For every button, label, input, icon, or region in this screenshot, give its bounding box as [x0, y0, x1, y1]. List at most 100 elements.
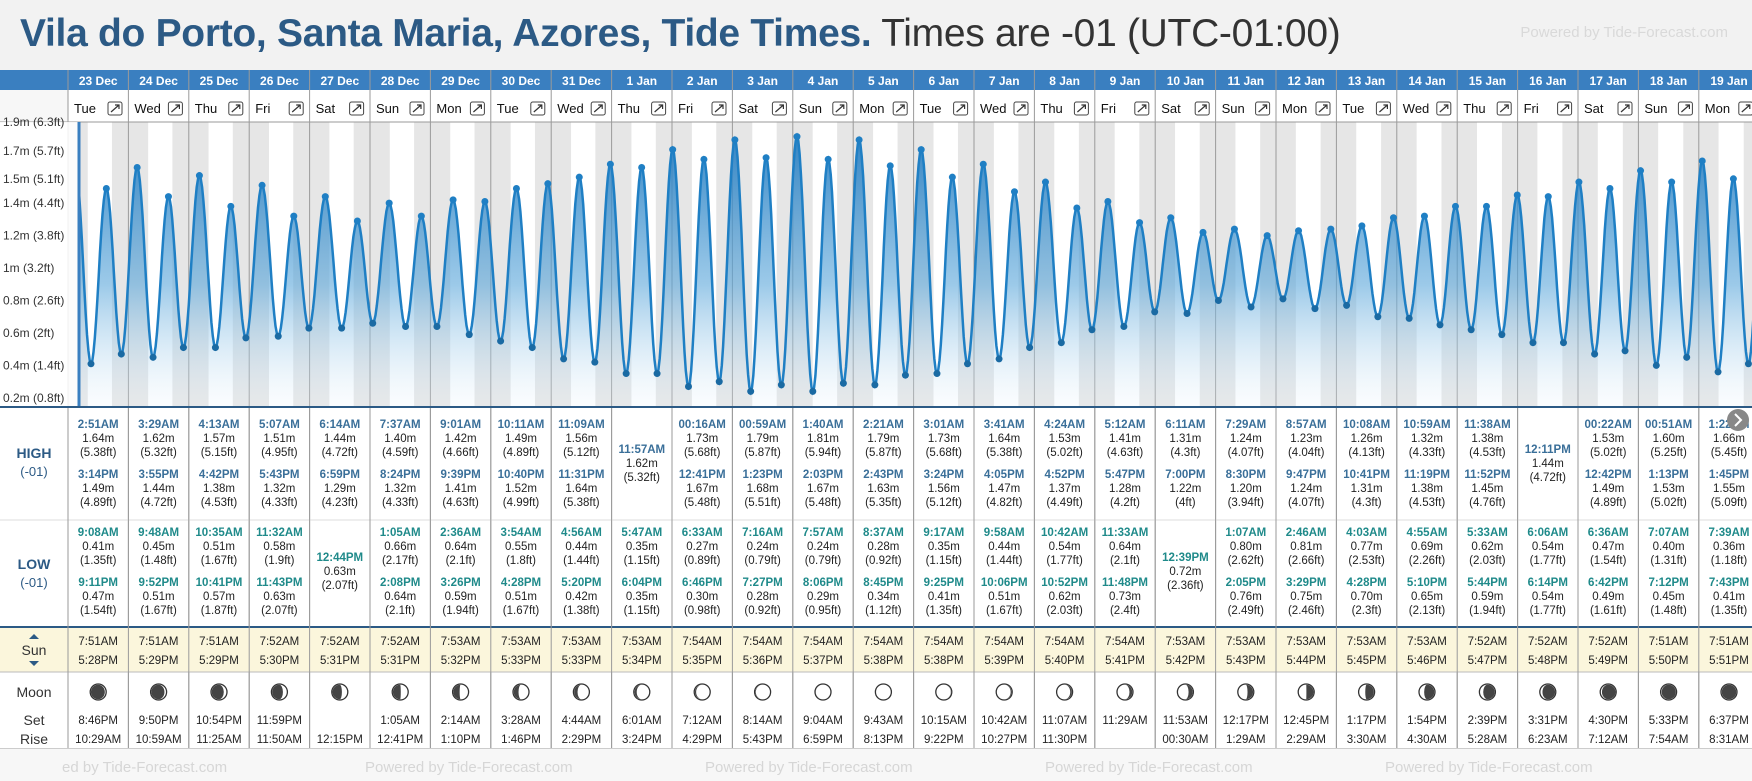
expand-day-icon[interactable] — [771, 101, 787, 116]
low-tide-height-ft: (1.94ft) — [442, 605, 479, 617]
expand-day-icon[interactable] — [1677, 101, 1693, 116]
high-tide-point — [731, 136, 739, 144]
high-tide-point — [1389, 214, 1397, 222]
expand-day-icon[interactable] — [1255, 101, 1271, 116]
day-weekday-label: Wed — [1403, 101, 1430, 116]
expand-day-icon[interactable] — [288, 101, 304, 116]
tide-chart: 23 Dec Tue 24 Dec Wed 25 Dec Thu 26 Dec Fri 27 D… — [0, 70, 1752, 748]
high-tide-point — [793, 133, 801, 141]
moonset-time: 11:29AM — [1102, 715, 1147, 727]
expand-day-icon[interactable] — [469, 101, 485, 116]
low-tide-time: 2:08PM — [380, 577, 420, 589]
expand-day-icon[interactable] — [953, 101, 969, 116]
high-tide-height-m: 1.22m — [1169, 483, 1201, 495]
high-tide-height-ft: (4.13ft) — [1348, 447, 1385, 459]
expand-day-icon[interactable] — [892, 101, 908, 116]
expand-day-icon[interactable] — [1013, 101, 1029, 116]
expand-day-icon[interactable] — [651, 101, 667, 116]
high-tide-time: 11:09AM — [558, 419, 605, 431]
high-tide-point — [948, 173, 956, 181]
expand-day-icon[interactable] — [1557, 101, 1573, 116]
low-tide-time: 6:33AM — [682, 527, 723, 539]
high-tide-height-m: 1.40m — [384, 433, 416, 445]
expand-day-icon[interactable] — [167, 101, 183, 116]
low-tide-time: 12:44PM — [316, 552, 363, 564]
moon-phase-icon — [210, 683, 228, 701]
expand-day-icon[interactable] — [1315, 101, 1331, 116]
expand-day-icon[interactable] — [1375, 101, 1391, 116]
low-tide-time: 10:42AM — [1041, 527, 1088, 539]
day-date-label: 19 Jan — [1710, 74, 1747, 88]
expand-day-icon[interactable] — [228, 101, 244, 116]
high-tide-height-m: 1.52m — [505, 483, 537, 495]
low-tide-height-ft: (1.8ft) — [506, 555, 536, 567]
low-tide-point — [1498, 331, 1506, 339]
moon-phase-icon — [1055, 683, 1074, 701]
moon-shadow — [1601, 684, 1616, 700]
low-tide-time: 1:07AM — [1225, 527, 1266, 539]
day-date-label: 6 Jan — [928, 74, 959, 88]
expand-day-icon[interactable] — [711, 101, 727, 116]
sunset-time: 5:38PM — [924, 655, 964, 667]
high-tide-point — [102, 185, 110, 193]
moon-shadow — [1185, 684, 1193, 700]
moon-phase-icon — [1539, 683, 1557, 701]
expand-day-icon[interactable] — [590, 101, 606, 116]
moon-shadow — [1483, 684, 1495, 700]
powered-by-top[interactable]: Powered by Tide-Forecast.com — [1520, 24, 1728, 41]
expand-day-icon[interactable] — [1617, 101, 1633, 116]
expand-day-icon[interactable] — [409, 101, 425, 116]
low-tide-height-ft: (2.4ft) — [1110, 605, 1140, 617]
moonrise-time: 2:29PM — [562, 734, 602, 746]
scroll-right-button[interactable] — [1727, 409, 1749, 431]
expand-icon-arrow — [171, 104, 180, 113]
sunrise-time: 7:54AM — [924, 636, 964, 648]
expand-day-icon[interactable] — [832, 101, 848, 116]
high-tide-point — [385, 199, 393, 207]
moonrise-time: 4:29PM — [682, 734, 722, 746]
expand-icon-arrow — [291, 104, 301, 113]
low-tide-height-ft: (0.92ft) — [744, 605, 781, 617]
high-tide-height-ft: (5.32ft) — [624, 472, 661, 484]
high-tide-time: 11:38AM — [1464, 419, 1511, 431]
high-tide-height-ft: (4.23ft) — [322, 497, 359, 509]
low-tide-height-ft: (2.46ft) — [1288, 605, 1325, 617]
y-tick-label: 1m (3.2ft) — [3, 261, 54, 275]
low-tide-time: 6:36AM — [1588, 527, 1629, 539]
high-tide-point — [512, 185, 520, 193]
high-tide-height-ft: (4.95ft) — [261, 447, 298, 459]
day-date-label: 31 Dec — [562, 74, 601, 88]
expand-day-icon[interactable] — [1436, 101, 1452, 116]
low-tide-point — [995, 355, 1003, 363]
moon-phase-icon — [89, 683, 107, 701]
expand-day-icon[interactable] — [530, 101, 546, 116]
low-tide-point — [1026, 344, 1034, 352]
expand-icon-arrow — [1318, 104, 1328, 113]
expand-day-icon[interactable] — [349, 101, 365, 116]
low-tide-height-ft: (2.17ft) — [382, 555, 419, 567]
expand-day-icon[interactable] — [1496, 101, 1512, 116]
moonset-time: 12:45PM — [1283, 715, 1329, 727]
expand-day-icon[interactable] — [107, 101, 123, 116]
moon-phase-icon — [391, 683, 409, 701]
expand-day-icon[interactable] — [1738, 101, 1752, 116]
low-tide-height-m: 0.44m — [988, 541, 1020, 553]
sunset-time: 5:41PM — [1105, 655, 1145, 667]
day-weekday-label: Mon — [859, 101, 884, 116]
expand-day-icon[interactable] — [1073, 101, 1089, 116]
high-tide-height-ft: (4.89ft) — [80, 497, 117, 509]
low-tide-height-m: 0.63m — [324, 566, 356, 578]
moon-shadow — [634, 684, 642, 700]
day-date-label: 3 Jan — [747, 74, 778, 88]
high-tide-height-m: 1.44m — [1532, 458, 1564, 470]
expand-day-icon[interactable] — [1134, 101, 1150, 116]
high-tide-point — [1729, 175, 1737, 183]
sunrise-time: 7:53AM — [501, 636, 541, 648]
expand-icon-arrow — [1016, 104, 1026, 113]
high-row-offset: (-01) — [20, 464, 47, 479]
low-tide-time: 2:46AM — [1286, 527, 1327, 539]
moon-phase-icon — [814, 683, 832, 701]
sunset-time: 5:49PM — [1588, 655, 1628, 667]
expand-day-icon[interactable] — [1194, 101, 1210, 116]
sunrise-time: 7:51AM — [1649, 636, 1689, 648]
